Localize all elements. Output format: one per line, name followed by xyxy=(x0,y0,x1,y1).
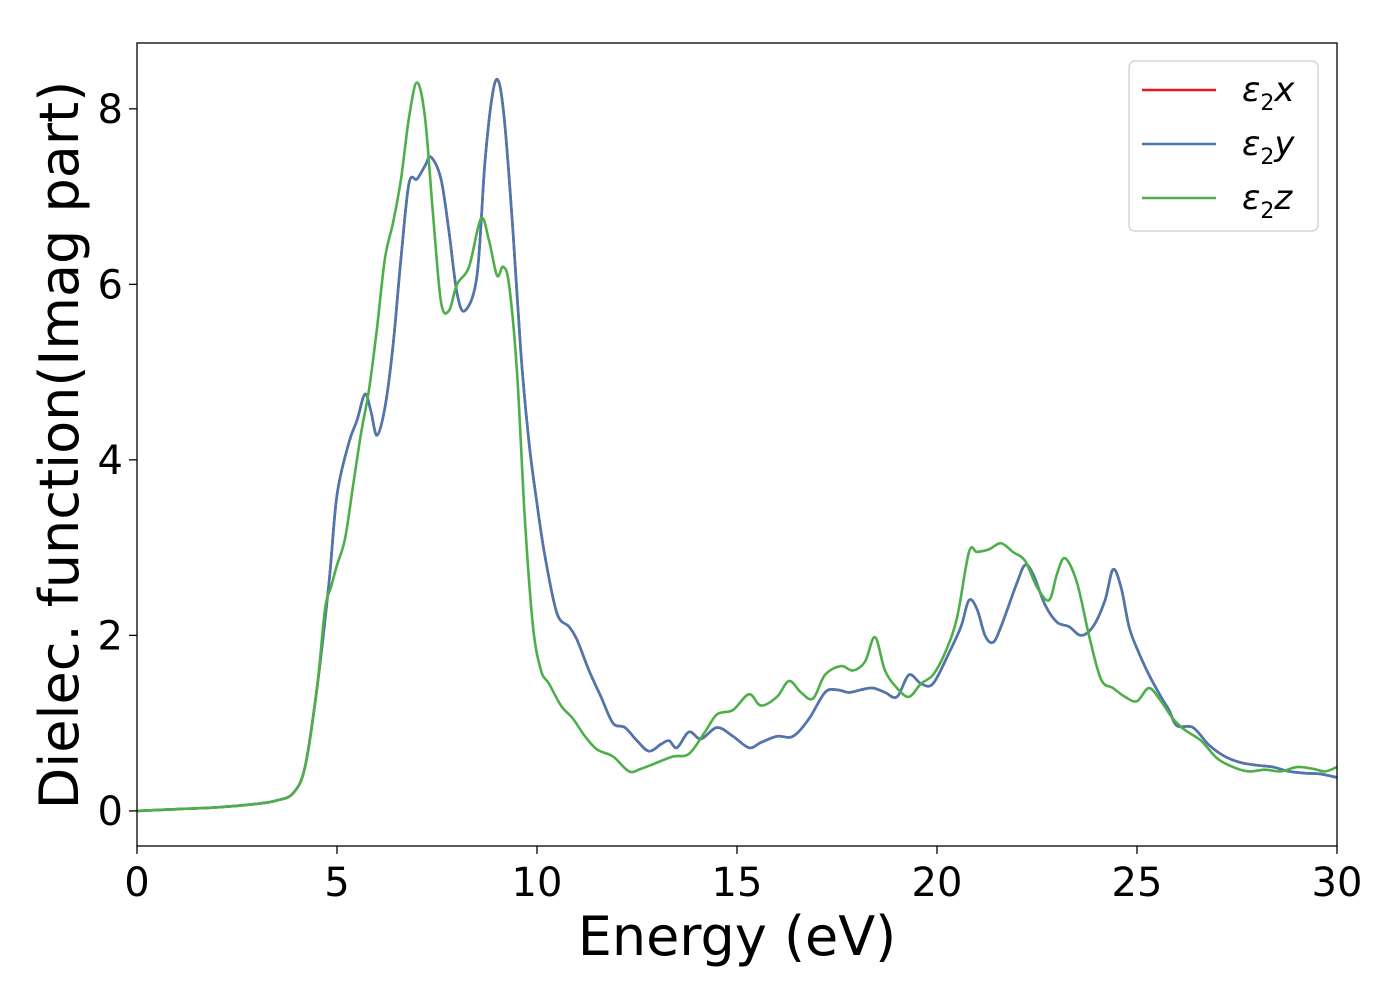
series-layer xyxy=(136,77,1338,813)
y-tick-label: 2 xyxy=(98,613,123,659)
x-tick-label: 20 xyxy=(912,860,963,906)
y-tick-label: 4 xyxy=(98,438,123,484)
legend: ε2x ε2y ε2z xyxy=(1128,60,1319,232)
legend-label-x: ε2x xyxy=(1242,70,1295,116)
x-tick-label: 15 xyxy=(712,860,763,906)
x-tick-label: 25 xyxy=(1112,860,1163,906)
x-axis-title: Energy (eV) xyxy=(578,905,897,968)
y-tick-label: 0 xyxy=(98,789,123,835)
y-tick-label: 6 xyxy=(98,262,123,308)
x-tick-label: 30 xyxy=(1312,860,1363,906)
legend-label-y: ε2y xyxy=(1242,124,1295,170)
x-axis-ticks: 0 5 10 15 20 25 30 xyxy=(124,846,1362,906)
x-tick-label: 10 xyxy=(512,860,563,906)
series-line-z xyxy=(136,81,1338,813)
x-tick-label: 0 xyxy=(124,860,149,906)
y-tick-label: 8 xyxy=(98,87,123,133)
y-axis-title: Dielec. function(Imag part) xyxy=(28,81,91,810)
y-axis-ticks: 0 2 4 6 8 xyxy=(98,87,137,835)
x-tick-label: 5 xyxy=(324,860,349,906)
legend-box xyxy=(1128,60,1319,232)
legend-label-z: ε2z xyxy=(1242,178,1293,224)
